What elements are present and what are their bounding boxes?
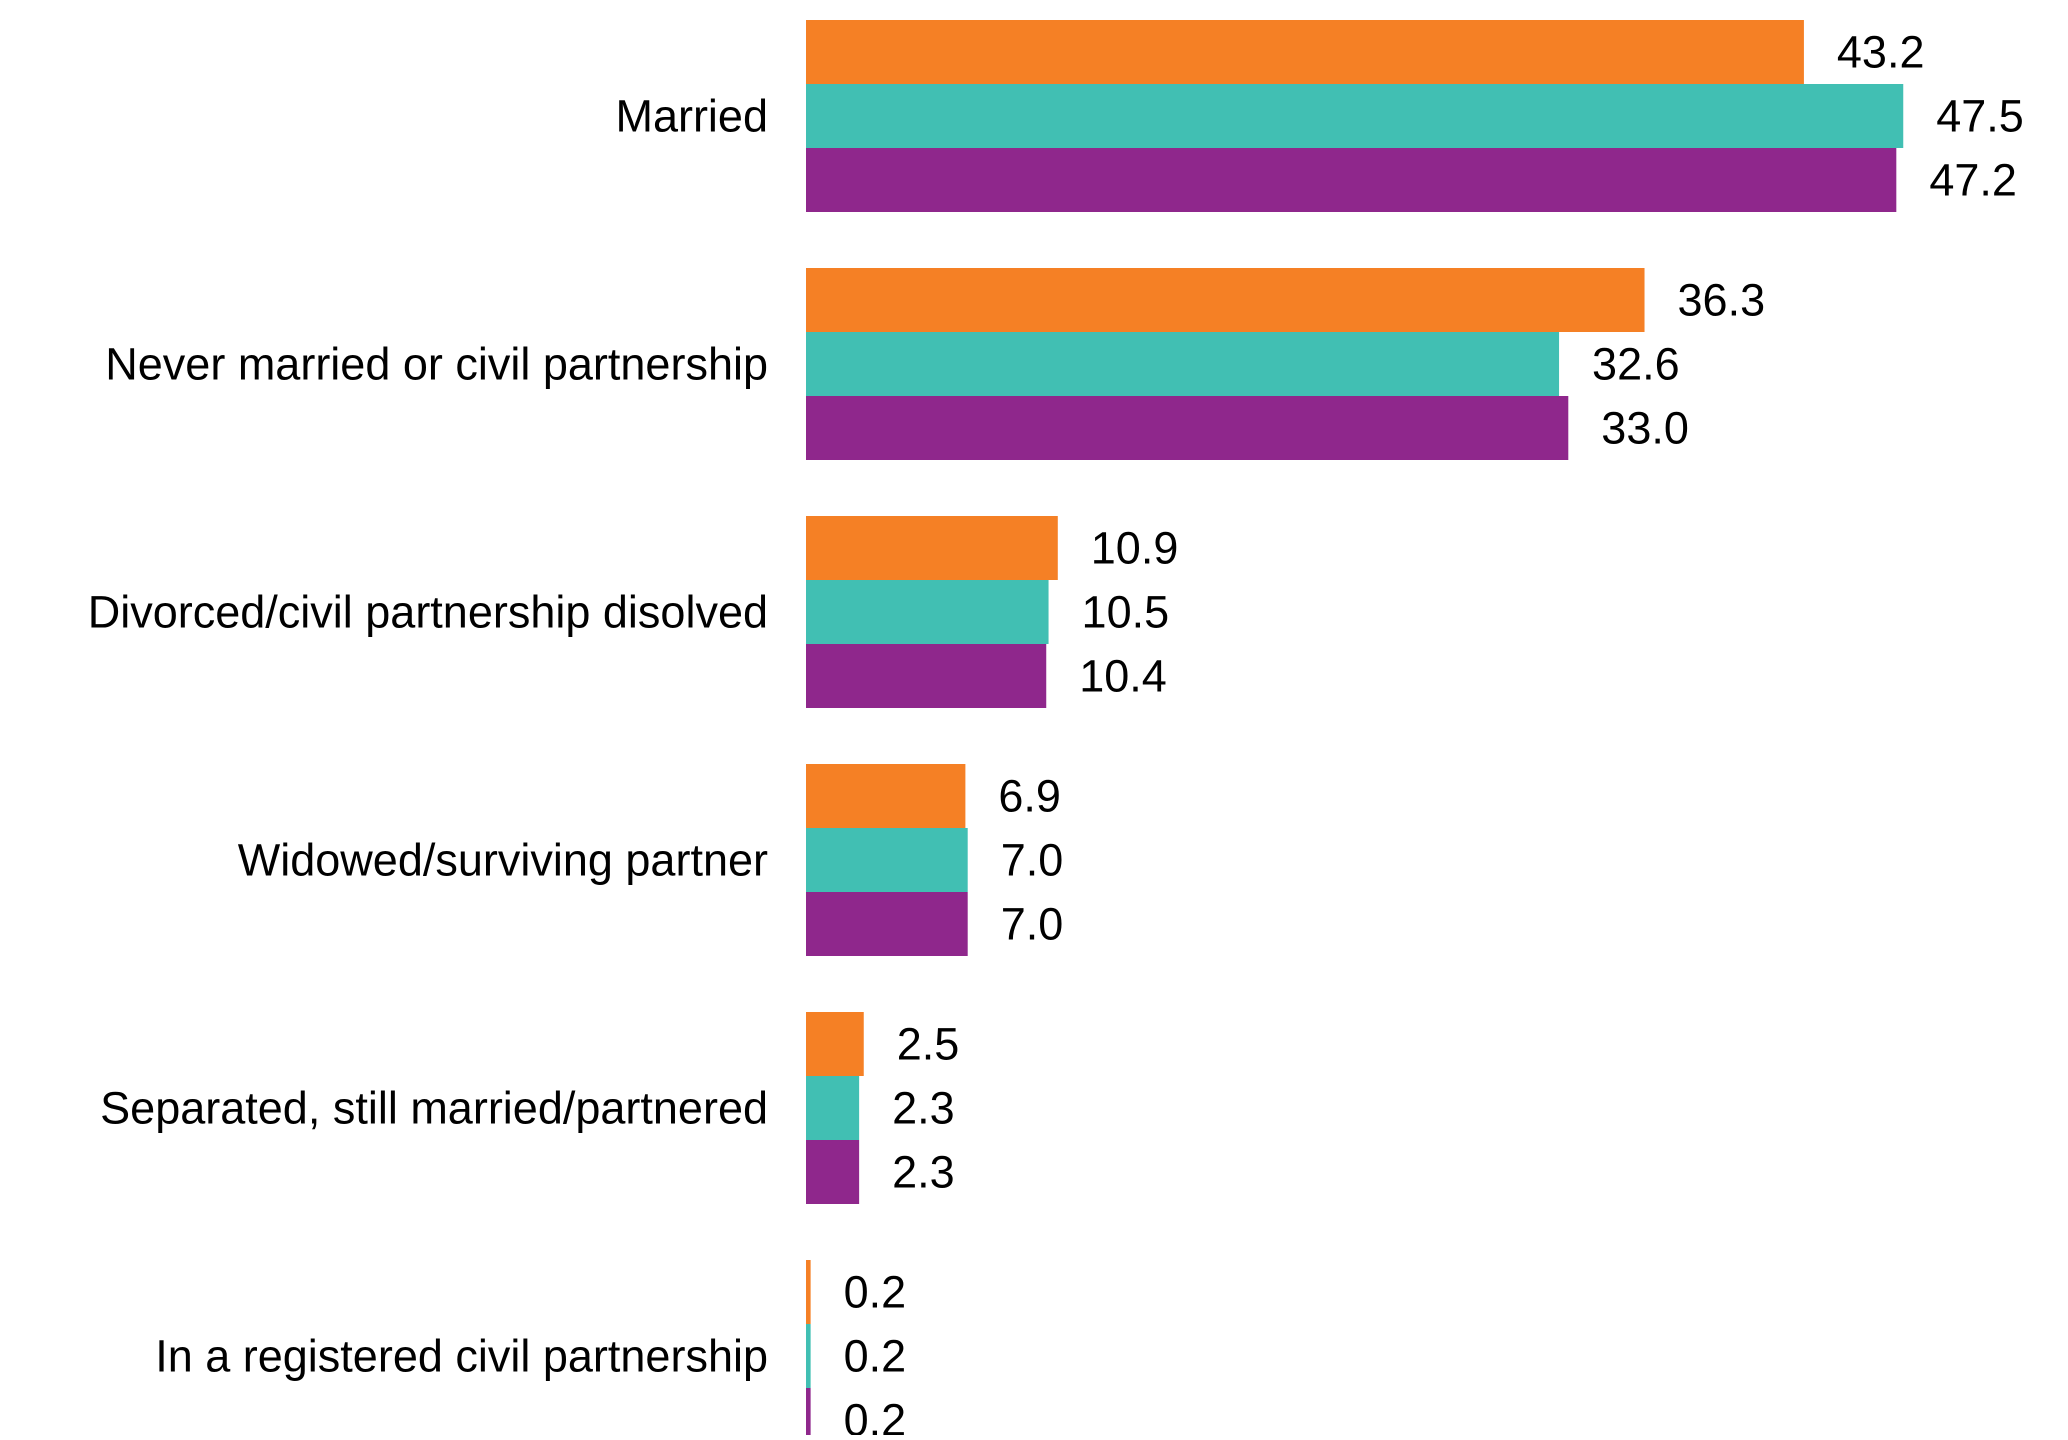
bar <box>806 148 1897 212</box>
category-label: Separated, still married/partnered <box>100 1083 768 1134</box>
bar <box>806 1324 811 1388</box>
bar-value-label: 10.5 <box>1082 587 1170 638</box>
bar-value-label: 0.2 <box>844 1395 907 1436</box>
bar-value-label: 2.5 <box>897 1019 960 1070</box>
bar-value-label: 33.0 <box>1601 403 1689 454</box>
bar <box>806 580 1049 644</box>
bar <box>806 20 1804 84</box>
bar-value-label: 6.9 <box>998 771 1061 822</box>
bar <box>806 516 1058 580</box>
bar <box>806 84 1904 148</box>
category-label: In a registered civil partnership <box>155 1331 768 1382</box>
bar-value-label: 36.3 <box>1678 275 1766 326</box>
bar-value-label: 2.3 <box>892 1083 955 1134</box>
bar-value-label: 10.4 <box>1079 651 1167 702</box>
bar <box>806 644 1047 708</box>
bar-value-label: 2.3 <box>892 1147 955 1198</box>
bar <box>806 764 966 828</box>
bar-value-label: 47.5 <box>1936 91 2024 142</box>
category-label: Divorced/civil partnership disolved <box>88 587 768 638</box>
bar <box>806 268 1645 332</box>
bar-value-label: 7.0 <box>1001 899 1064 950</box>
bar <box>806 1012 864 1076</box>
bar <box>806 1260 811 1324</box>
bars-layer <box>806 20 1904 1440</box>
category-label: Never married or civil partnership <box>105 339 768 390</box>
bar-value-label: 0.2 <box>844 1267 907 1318</box>
value-labels-layer: 43.247.5 47.2 36.3 32.6 33.0 10.9 10.5 10.4 6.9 7… <box>844 27 2024 1440</box>
category-label: Widowed/surviving partner <box>238 835 768 886</box>
bar-value-label: 10.9 <box>1091 523 1179 574</box>
bar-value-label: 7.0 <box>1001 835 1064 886</box>
bar <box>806 332 1560 396</box>
bar-value-label: 32.6 <box>1592 339 1680 390</box>
bar-value-label: 43.2 <box>1837 27 1925 78</box>
bar <box>806 1076 860 1140</box>
bar <box>806 396 1569 460</box>
bar-value-label: 0.2 <box>844 1331 907 1382</box>
bar <box>806 892 968 956</box>
bar-value-label: 47.2 <box>1929 155 2017 206</box>
category-label: Married <box>615 91 768 142</box>
category-labels-layer: Married Never married or civil partnershi… <box>88 91 768 1382</box>
bar <box>806 828 968 892</box>
bar <box>806 1388 811 1440</box>
bar <box>806 1140 860 1204</box>
